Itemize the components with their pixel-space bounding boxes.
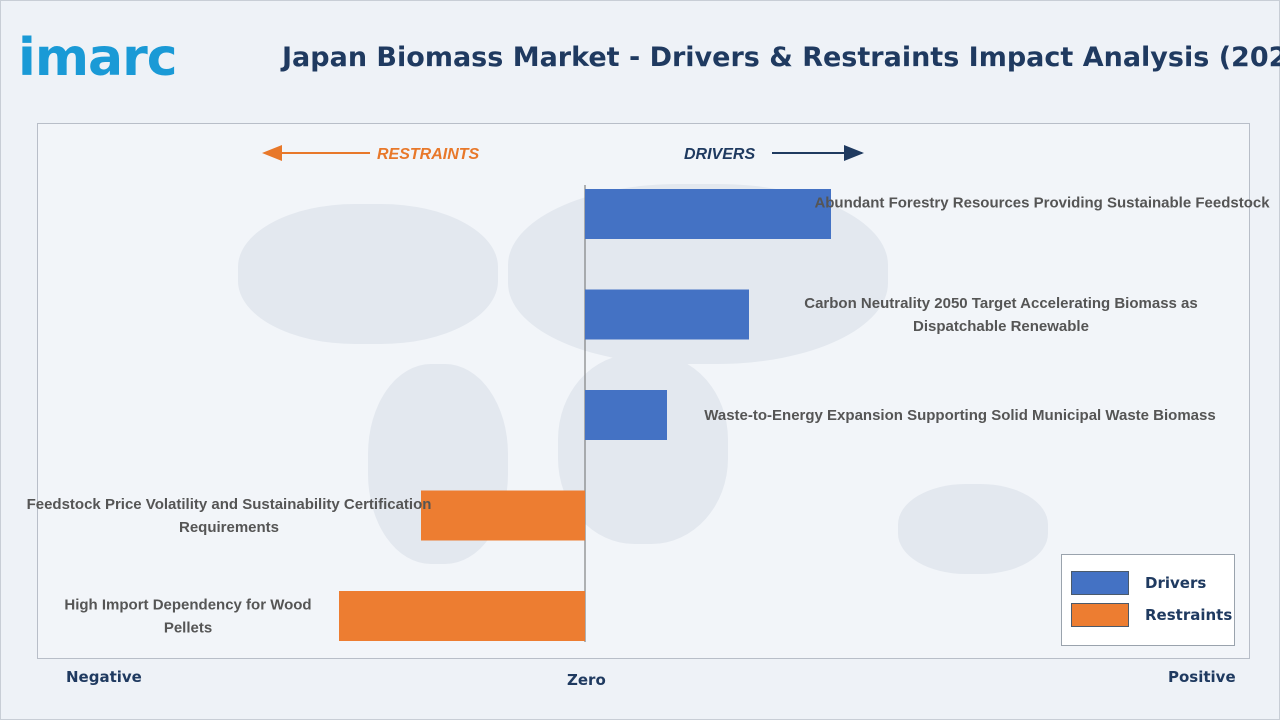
world-map-watermark [238, 204, 498, 344]
bar-label: Feedstock Price Volatility and Sustainab… [27, 496, 432, 536]
legend-swatch-restraints [1071, 603, 1129, 627]
axis-positive-label: Positive [1168, 668, 1236, 686]
drivers-direction-label: DRIVERS [684, 146, 755, 163]
restraint-bar [339, 591, 585, 641]
driver-bar [585, 390, 667, 440]
chart-legend: Drivers Restraints [1061, 554, 1235, 646]
world-map-watermark [558, 354, 728, 544]
bar-label: High Import Dependency for Wood Pellets [64, 597, 311, 637]
legend-item-drivers: Drivers [1071, 571, 1206, 595]
restraints-direction-label: RESTRAINTS [377, 146, 480, 163]
legend-label-restraints: Restraints [1145, 606, 1233, 624]
axis-negative-label: Negative [66, 668, 142, 686]
bar-label: Abundant Forestry Resources Providing Su… [814, 195, 1270, 212]
legend-label-drivers: Drivers [1145, 574, 1207, 592]
legend-item-restraints: Restraints [1071, 603, 1232, 627]
bar-label: Carbon Neutrality 2050 Target Accelerati… [804, 295, 1197, 335]
bar-label: Waste-to-Energy Expansion Supporting Sol… [704, 407, 1215, 424]
chart-title: Japan Biomass Market - Drivers & Restrai… [282, 42, 1280, 73]
axis-zero-label: Zero [567, 671, 606, 689]
imarc-logo: imarc [18, 28, 178, 88]
driver-bar [585, 189, 831, 239]
world-map-watermark [898, 484, 1048, 574]
bars-group [339, 189, 831, 641]
driver-bar [585, 289, 749, 340]
bar-labels-group: Abundant Forestry Resources Providing Su… [27, 195, 1271, 637]
restraint-bar [421, 490, 585, 541]
legend-swatch-drivers [1071, 571, 1129, 595]
